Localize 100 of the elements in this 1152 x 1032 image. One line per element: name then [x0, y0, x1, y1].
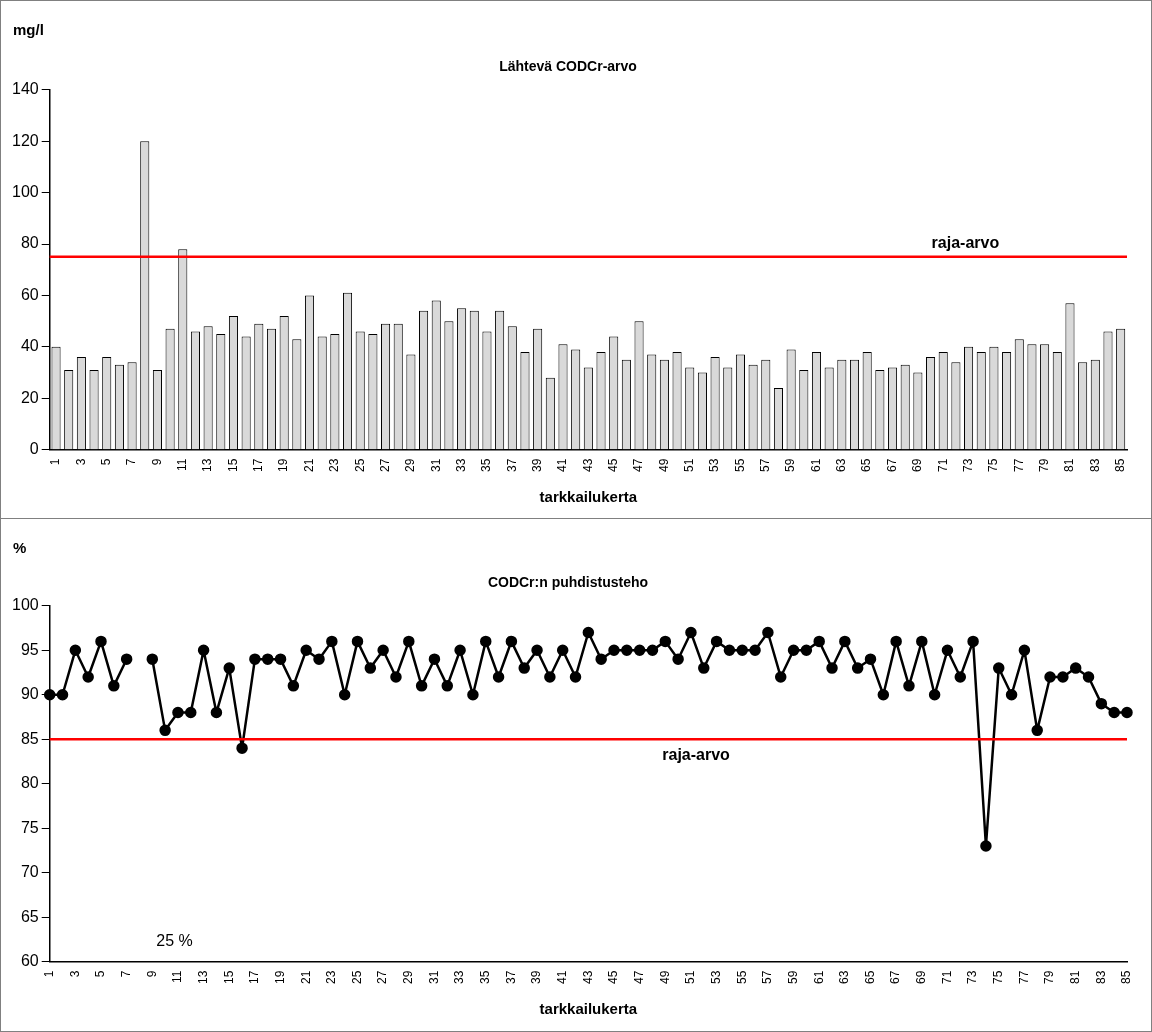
- y-tick-label: 100: [11, 183, 39, 201]
- y-axis-title: mg/l: [13, 20, 44, 38]
- x-tick-label: 85: [1119, 970, 1134, 985]
- y-tick-label: 60: [20, 952, 39, 970]
- ref-line-label: raja-arvo: [931, 234, 1000, 252]
- x-tick-label: 83: [1093, 970, 1108, 985]
- x-tick-label: 33: [453, 458, 468, 473]
- x-tick-label: 61: [811, 970, 826, 985]
- x-tick-label: 65: [862, 970, 877, 985]
- x-tick-label: 17: [247, 970, 262, 985]
- x-tick-label: 75: [986, 458, 1001, 473]
- x-tick-label: 27: [377, 458, 392, 473]
- x-tick-label: 5: [93, 970, 108, 978]
- x-axis-title: tarkkailukerta: [539, 488, 638, 506]
- x-tick-label: 71: [939, 970, 954, 985]
- chart-title: Lähtevä CODCr-arvo: [499, 58, 637, 75]
- x-tick-label: 79: [1042, 970, 1057, 985]
- x-tick-label: 39: [529, 458, 544, 473]
- x-tick-label: 31: [426, 970, 441, 985]
- x-tick-label: 19: [272, 970, 287, 985]
- x-tick-label: 33: [452, 970, 467, 985]
- x-tick-label: 59: [783, 458, 798, 473]
- y-tick-label: 65: [20, 907, 39, 925]
- x-tick-label: 7: [118, 970, 133, 978]
- x-tick-label: 57: [758, 458, 773, 473]
- x-tick-label: 77: [1016, 970, 1031, 985]
- x-tick-label: 43: [580, 458, 595, 473]
- x-tick-label: 31: [428, 458, 443, 473]
- x-tick-label: 59: [785, 970, 800, 985]
- x-tick-label: 49: [657, 970, 672, 985]
- x-tick-label: 45: [606, 970, 621, 985]
- x-tick-label: 37: [503, 970, 518, 985]
- x-tick-label: 3: [73, 458, 88, 466]
- x-tick-label: 11: [170, 970, 185, 984]
- x-tick-label: 69: [914, 970, 929, 985]
- x-tick-label: 7: [124, 458, 139, 466]
- y-tick-label: 75: [20, 818, 39, 836]
- chart-title: CODCr:n puhdistusteho: [487, 574, 649, 591]
- x-tick-label: 25: [352, 458, 367, 473]
- x-tick-label: 51: [683, 970, 698, 985]
- x-tick-label: 69: [910, 458, 925, 473]
- x-tick-label: 41: [555, 458, 570, 473]
- x-tick-label: 9: [149, 458, 164, 466]
- x-tick-label: 15: [225, 458, 240, 473]
- x-tick-label: 47: [631, 458, 646, 473]
- x-tick-label: 61: [808, 458, 823, 473]
- x-tick-label: 49: [656, 458, 671, 473]
- x-tick-label: 63: [837, 970, 852, 985]
- y-tick-label: 140: [11, 80, 39, 98]
- x-tick-label: 29: [403, 458, 418, 473]
- x-tick-label: 57: [760, 970, 775, 985]
- y-tick-label: 85: [20, 729, 39, 747]
- x-tick-label: 37: [504, 458, 519, 473]
- x-tick-label: 67: [884, 458, 899, 473]
- x-tick-label: 25: [349, 970, 364, 985]
- x-tick-label: 23: [324, 970, 339, 985]
- x-tick-label: 55: [734, 970, 749, 985]
- y-tick-label: 70: [20, 863, 39, 881]
- x-tick-label: 21: [298, 970, 313, 985]
- y-tick-label: 80: [20, 774, 39, 792]
- y-tick-label: 100: [11, 596, 39, 614]
- y-tick-label: 120: [11, 131, 39, 149]
- x-tick-label: 29: [401, 970, 416, 985]
- x-tick-label: 71: [935, 458, 950, 473]
- x-tick-label: 35: [478, 970, 493, 985]
- x-tick-label: 23: [327, 458, 342, 473]
- x-tick-label: 79: [1036, 458, 1051, 473]
- ref-line-label: raja-arvo: [662, 745, 731, 763]
- x-tick-label: 85: [1112, 458, 1127, 473]
- x-tick-label: 75: [991, 970, 1006, 985]
- y-tick-label: 0: [29, 440, 39, 458]
- x-tick-label: 53: [707, 458, 722, 473]
- x-tick-label: 13: [200, 458, 215, 473]
- x-tick-label: 53: [708, 970, 723, 985]
- annotation: 25 %: [156, 932, 193, 950]
- x-tick-label: 15: [221, 970, 236, 985]
- y-tick-label: 20: [20, 388, 39, 406]
- x-tick-label: 77: [1011, 458, 1026, 473]
- x-tick-label: 3: [67, 970, 82, 978]
- x-tick-label: 9: [144, 970, 159, 978]
- x-tick-label: 63: [834, 458, 849, 473]
- x-tick-label: 51: [682, 458, 697, 473]
- x-tick-label: 39: [529, 970, 544, 985]
- x-tick-label: 41: [555, 970, 570, 985]
- x-tick-label: 1: [48, 458, 63, 466]
- x-tick-label: 81: [1062, 458, 1077, 473]
- x-tick-label: 43: [580, 970, 595, 985]
- x-tick-label: 67: [888, 970, 903, 985]
- x-tick-label: 1: [42, 970, 57, 978]
- y-tick-label: 95: [20, 640, 39, 658]
- x-tick-label: 19: [276, 458, 291, 473]
- x-tick-label: 17: [251, 458, 266, 473]
- x-tick-label: 45: [606, 458, 621, 473]
- x-tick-label: 21: [301, 458, 316, 473]
- y-tick-label: 90: [20, 685, 39, 703]
- x-tick-label: 11: [175, 458, 190, 472]
- y-axis-title: %: [13, 538, 27, 556]
- x-tick-label: 35: [479, 458, 494, 473]
- x-tick-label: 73: [960, 458, 975, 473]
- x-tick-label: 5: [99, 458, 114, 466]
